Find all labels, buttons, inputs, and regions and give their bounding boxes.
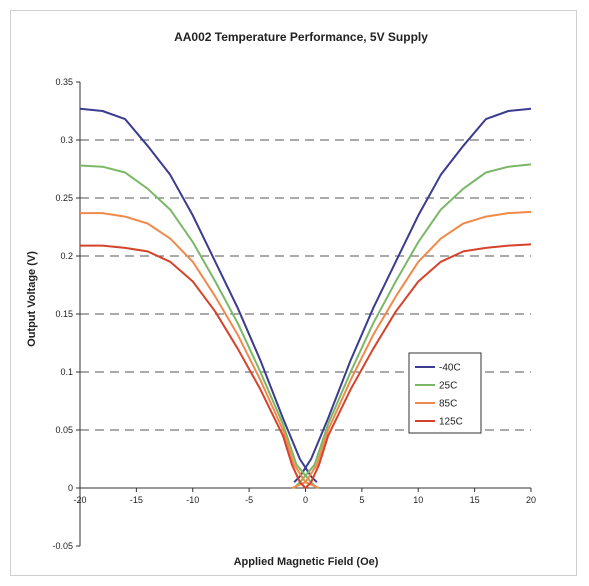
y-tick-label: -0.05 [52,541,73,551]
series-line-85C [291,210,532,489]
y-tick-label: 0.25 [55,193,73,203]
y-tick-label: 0 [68,483,73,493]
x-tick-label: -5 [245,495,253,505]
y-tick-label: 0.1 [60,367,73,377]
y-axis-title: Output Voltage (V) [26,251,38,347]
chart-title: AA002 Temperature Performance, 5V Supply [174,30,428,44]
y-tick-label: 0.05 [55,425,73,435]
series-line-85C [80,212,320,489]
legend: -40C 25C 85C 125C [408,352,482,434]
legend-label: 125C [439,417,463,428]
y-tick-label: 0.15 [55,309,73,319]
x-tick-label: 10 [413,495,423,505]
series-line-25C [293,163,532,489]
legend-items: -40C 25C 85C 125C [415,363,463,428]
x-tick-label: 5 [359,495,364,505]
x-tick-label: 20 [526,495,536,505]
x-tick-label: 0 [303,495,308,505]
legend-label: 85C [439,399,457,410]
x-axis-title: Applied Magnetic Field (Oe) [234,556,379,568]
x-tick-label: -20 [73,495,86,505]
legend-label: -40C [439,363,461,374]
legend-box [408,352,482,434]
chart-frame: AA002 Temperature Performance, 5V Supply… [10,10,577,576]
series-line--40C [79,107,318,483]
series-line--40C [293,107,532,483]
x-tick-label: -15 [130,495,143,505]
axes [76,81,532,547]
series-line-125C [304,243,532,489]
y-tick-label: 0.3 [60,135,73,145]
y-tick-label: 0.35 [55,77,73,87]
series-line-125C [80,244,307,489]
x-tick-label: 15 [470,495,480,505]
x-tick-label: -10 [186,495,199,505]
y-tick-label: 0.2 [60,251,73,261]
series-lines [79,107,532,489]
line-chart: AA002 Temperature Performance, 5V Supply… [26,30,536,568]
series-line-25C [79,164,318,489]
x-tick-labels: -20 -15 -10 -5 0 5 10 15 20 [73,495,536,505]
legend-label: 25C [439,381,457,392]
y-tick-labels: -0.05 0 0.05 0.1 0.15 0.2 0.25 0.3 0.35 [52,77,73,551]
